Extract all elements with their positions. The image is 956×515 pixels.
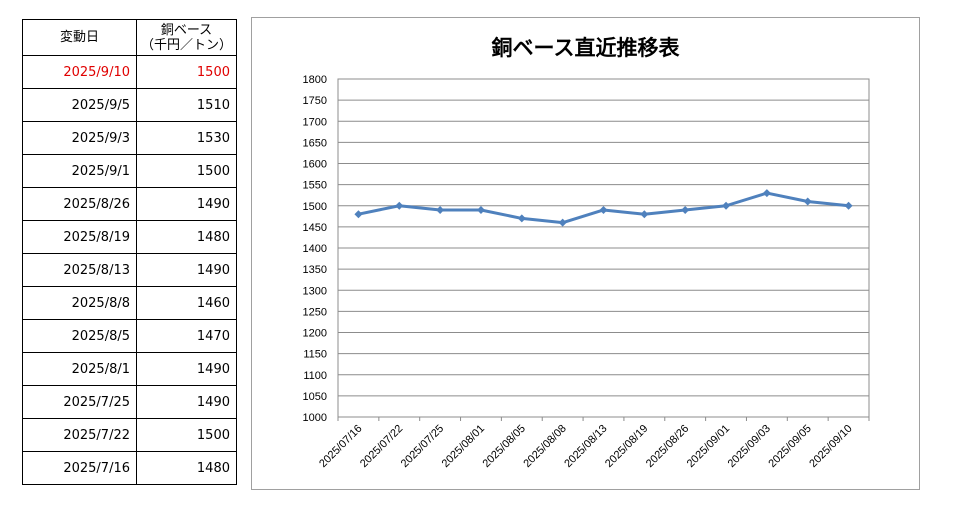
x-tick-label: 2025/07/25 [399, 423, 446, 470]
data-point-marker [558, 218, 567, 227]
y-tick-label: 1550 [303, 180, 327, 192]
row-date: 2025/9/10 [22, 55, 137, 89]
table-row: 2025/9/5 1510 [22, 88, 237, 122]
y-tick-label: 1150 [303, 349, 327, 361]
row-date: 2025/8/1 [22, 352, 137, 386]
y-tick-label: 1300 [303, 285, 327, 297]
data-point-marker [395, 201, 404, 210]
row-price: 1480 [136, 220, 237, 254]
data-point-marker [681, 205, 690, 214]
x-tick-label: 2025/09/01 [685, 423, 732, 470]
x-tick-label: 2025/08/13 [562, 423, 609, 470]
chart-svg: 1000 1050 1100 1150 1200 1250 1300 1350 1400 1450… [303, 74, 870, 470]
y-tick-label: 1750 [303, 95, 327, 107]
table-row: 2025/7/16 1480 [22, 451, 237, 485]
table-row: 2025/7/25 1490 [22, 385, 237, 419]
y-tick-label: 1450 [303, 222, 327, 234]
data-point-marker [762, 189, 771, 198]
x-tick-label: 2025/09/03 [726, 423, 773, 470]
row-date: 2025/9/5 [22, 88, 137, 122]
table-row: 2025/8/8 1460 [22, 286, 237, 320]
y-tick-label: 1800 [303, 74, 327, 86]
row-date: 2025/8/5 [22, 319, 137, 353]
price-table-body: 変動日 銅ベース （千円／トン） 2025/9/10 1500 2025/9/5 15… [22, 19, 237, 485]
row-date: 2025/8/8 [22, 286, 137, 320]
x-tick-label: 2025/08/08 [521, 423, 568, 470]
data-point-marker [844, 201, 853, 210]
y-tick-label: 1350 [303, 264, 327, 276]
row-price: 1480 [136, 451, 237, 485]
x-tick-label: 2025/07/22 [358, 423, 405, 470]
y-tick-label: 1100 [303, 370, 327, 382]
data-point-marker [722, 201, 731, 210]
table-row: 2025/7/22 1500 [22, 418, 237, 452]
row-price: 1490 [136, 187, 237, 221]
data-point-marker [436, 205, 445, 214]
y-tick-label: 1600 [303, 159, 327, 171]
table-row: 2025/9/3 1530 [22, 121, 237, 155]
plot-area-border [337, 78, 870, 418]
y-tick-label: 1050 [303, 391, 327, 403]
y-tick-label: 1500 [303, 201, 327, 213]
price-table: 変動日 銅ベース （千円／トン） 2025/9/10 1500 2025/9/5 15… [22, 19, 237, 485]
x-tick-label: 2025/08/19 [603, 423, 650, 470]
row-date: 2025/8/13 [22, 253, 137, 287]
table-row: 2025/8/26 1490 [22, 187, 237, 221]
row-date: 2025/9/3 [22, 121, 137, 155]
row-date: 2025/7/25 [22, 385, 137, 419]
y-tick-label: 1250 [303, 306, 327, 318]
x-tick-label: 2025/08/05 [481, 423, 528, 470]
data-point-marker [803, 197, 812, 206]
chart-area: 銅ベース直近推移表 1000 1050 1100 1150 1200 1250 1300 13… [251, 17, 920, 490]
y-tick-label: 1400 [303, 243, 327, 255]
header-price-line1: 銅ベース [160, 22, 213, 38]
chart-title: 銅ベース直近推移表 [491, 36, 680, 60]
x-tick-label: 2025/08/01 [440, 423, 487, 470]
row-price: 1490 [136, 385, 237, 419]
header-price: 銅ベース （千円／トン） [136, 19, 237, 56]
data-point-marker [476, 205, 485, 214]
row-price: 1470 [136, 319, 237, 353]
header-date: 変動日 [22, 19, 137, 56]
x-tick-label: 2025/07/16 [317, 423, 364, 470]
table-row: 2025/8/5 1470 [22, 319, 237, 353]
row-price: 1490 [136, 352, 237, 386]
y-tick-label: 1700 [303, 116, 327, 128]
row-price: 1500 [136, 154, 237, 188]
table-row: 2025/8/13 1490 [22, 253, 237, 287]
table-row: 2025/8/1 1490 [22, 352, 237, 386]
row-price: 1500 [136, 418, 237, 452]
y-tick-label: 1650 [303, 137, 327, 149]
data-point-marker [599, 205, 608, 214]
y-tick-label: 1000 [303, 412, 327, 424]
row-price: 1510 [136, 88, 237, 122]
row-price: 1530 [136, 121, 237, 155]
x-tick-label: 2025/08/26 [644, 423, 691, 470]
row-price: 1490 [136, 253, 237, 287]
table-row: 2025/9/1 1500 [22, 154, 237, 188]
row-date: 2025/8/19 [22, 220, 137, 254]
data-point-marker [640, 210, 649, 219]
y-tick-label: 1200 [303, 328, 327, 340]
row-price: 1460 [136, 286, 237, 320]
x-tick-label: 2025/09/10 [807, 423, 854, 470]
row-date: 2025/8/26 [22, 187, 137, 221]
row-price: 1500 [136, 55, 237, 89]
row-date: 2025/7/16 [22, 451, 137, 485]
data-point-marker [354, 210, 363, 219]
x-tick-label: 2025/09/05 [766, 423, 813, 470]
table-header-row: 変動日 銅ベース （千円／トン） [22, 19, 237, 56]
header-price-line2: （千円／トン） [140, 37, 232, 53]
data-point-marker [517, 214, 526, 223]
table-row: 2025/9/10 1500 [22, 55, 237, 89]
table-row: 2025/8/19 1480 [22, 220, 237, 254]
row-date: 2025/9/1 [22, 154, 137, 188]
row-date: 2025/7/22 [22, 418, 137, 452]
